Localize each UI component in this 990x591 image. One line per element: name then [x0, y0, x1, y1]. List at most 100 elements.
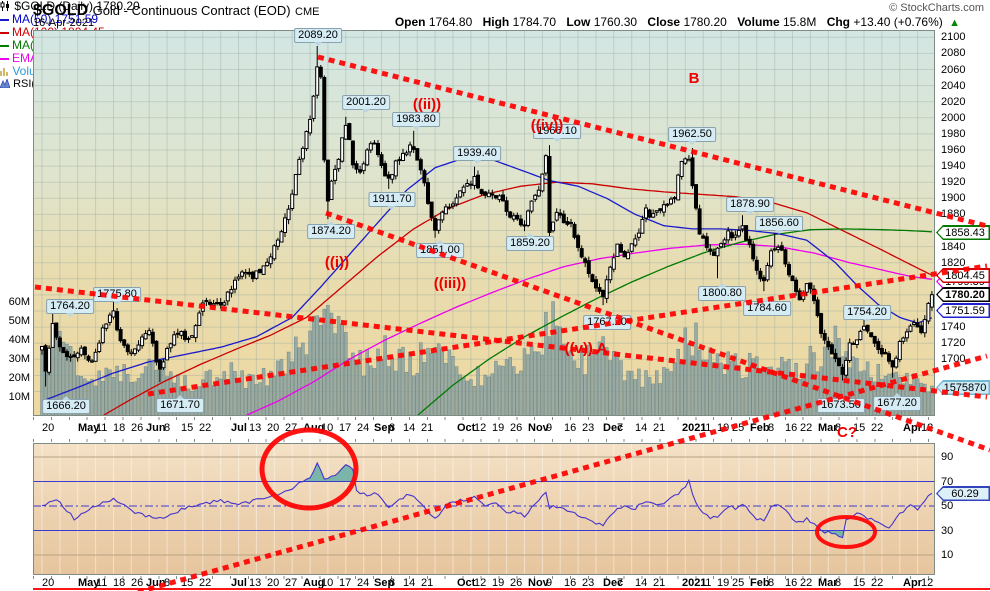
exchange-label: CME: [295, 6, 320, 18]
quote-row: Open 1764.80 High 1784.70 Low 1760.30 Cl…: [388, 15, 960, 29]
price-callout: 1671.70: [156, 395, 204, 413]
date-label: 15: [181, 422, 194, 434]
ema-swatch: [0, 57, 9, 60]
date-label: 20: [267, 422, 280, 434]
date-label: 11: [700, 422, 712, 434]
date-label: 12: [474, 577, 487, 589]
price-tick: 2080: [941, 47, 966, 60]
date-label: 16: [564, 577, 577, 589]
low-label: Low: [566, 15, 591, 29]
price-tick: 1740: [941, 321, 966, 334]
price-tick: 1820: [941, 256, 966, 269]
date-label: 26: [510, 577, 523, 589]
axis-value-box: 1575870: [936, 380, 990, 395]
copyright-link[interactable]: © StockCharts.com: [889, 2, 984, 14]
date-label: 20: [42, 577, 55, 589]
date-label: 26: [131, 577, 144, 589]
legend-ma50-text: MA(50) 1751.59: [12, 12, 99, 26]
date-label: 8: [768, 577, 775, 589]
date-label: 17: [339, 577, 352, 589]
date-label: Apr: [903, 577, 922, 589]
price-tick: 2020: [941, 95, 966, 108]
price-tick: 1900: [941, 192, 966, 205]
date-axis-rsi: 20 May 11 18 26 Jun 8 15 22 Jul 13 20 27 Aug 10 17 24 Sep…: [0, 577, 990, 591]
chg-value: +13.40 (+0.76%): [853, 15, 943, 29]
date-label: 10: [321, 422, 334, 434]
date-label: 25: [732, 422, 745, 434]
price-callout: 1911.70: [368, 192, 416, 210]
legend-symbol-text: $GOLD (Daily) 1780.20: [14, 0, 140, 13]
volume-tick: 60M: [8, 296, 30, 308]
volume-tick: 20M: [8, 372, 30, 384]
date-label: Jul: [231, 577, 247, 589]
date-label: 11: [96, 577, 108, 589]
date-label: 23: [582, 577, 595, 589]
price-callout: 1673.50: [817, 395, 865, 413]
price-callout: 1677.20: [873, 393, 921, 411]
price-tick: 1960: [941, 144, 966, 156]
date-label: 26: [510, 422, 523, 434]
date-label: 8: [768, 422, 775, 434]
date-label: 14: [635, 422, 648, 434]
up-arrow-icon: ▲: [949, 17, 960, 29]
date-label: 16: [785, 577, 798, 589]
date-label: 19: [492, 422, 505, 434]
price-tick: 1980: [941, 127, 966, 140]
volume-tick: 40M: [8, 334, 30, 346]
price-callout: 1754.20: [843, 305, 891, 323]
date-label: 19: [717, 422, 730, 434]
date-label: 14: [635, 577, 648, 589]
rsi-tick: 90: [941, 451, 954, 463]
volume-tick: 10M: [8, 391, 30, 403]
price-tick: 2100: [941, 31, 966, 44]
price-tick: 2040: [941, 79, 966, 92]
date-label: 19: [492, 577, 505, 589]
date-label: 12: [921, 577, 934, 589]
axis-value-box: 1751.59: [936, 303, 990, 318]
wave-label: ((ii)): [412, 96, 442, 113]
date-label: 27: [285, 577, 298, 589]
price-callout: 1775.80: [93, 287, 141, 305]
tick-marks-row: [33, 417, 935, 420]
date-label: 22: [199, 577, 212, 589]
price-callout: 1859.20: [506, 233, 554, 251]
chart-date: 16-Apr-2021: [33, 17, 95, 29]
axis-value-box: 1780.20: [936, 287, 990, 302]
date-label: Jun: [146, 577, 166, 589]
date-label: Feb: [750, 422, 770, 434]
date-label: 22: [800, 422, 813, 434]
wave-label: B: [688, 70, 700, 87]
date-label: 14: [403, 577, 416, 589]
price-callout: 1764.20: [46, 299, 94, 317]
price-callout: 2089.20: [294, 28, 342, 46]
high-label: High: [482, 15, 510, 29]
wave-label: ((i)): [324, 254, 350, 271]
price-tick: 2000: [941, 111, 966, 124]
date-label: 14: [403, 422, 416, 434]
price-tick: 1920: [941, 176, 966, 189]
date-label: 12: [474, 422, 487, 434]
wave-label: ((iv)): [530, 117, 564, 134]
date-label: 16: [564, 422, 577, 434]
wave-label: ((v)) A: [564, 340, 608, 357]
price-callout: 1851.00: [416, 240, 464, 258]
date-label: 9: [546, 577, 553, 589]
rsi-tick: 30: [941, 524, 954, 537]
open-value: 1764.80: [428, 15, 473, 29]
axis-value-box: 1858.43: [936, 225, 990, 240]
date-label: 7: [617, 577, 624, 589]
volume-value: 15.8M: [782, 15, 817, 29]
close-label: Close: [647, 15, 681, 29]
date-label: 12: [921, 422, 934, 434]
date-label: 22: [199, 422, 212, 434]
price-callout: 1784.60: [743, 298, 791, 316]
volume-label: Volume: [737, 15, 780, 29]
date-label: 17: [339, 422, 352, 434]
axis-value-box: 60.29: [936, 486, 990, 501]
date-label: 8: [389, 577, 396, 589]
symbol-title: $GOLD: [33, 2, 89, 19]
title-row: $GOLD Gold - Continuous Contract (EOD) C…: [33, 2, 319, 20]
price-callout: 1874.20: [307, 221, 355, 239]
price-tick: 1880: [941, 208, 966, 221]
